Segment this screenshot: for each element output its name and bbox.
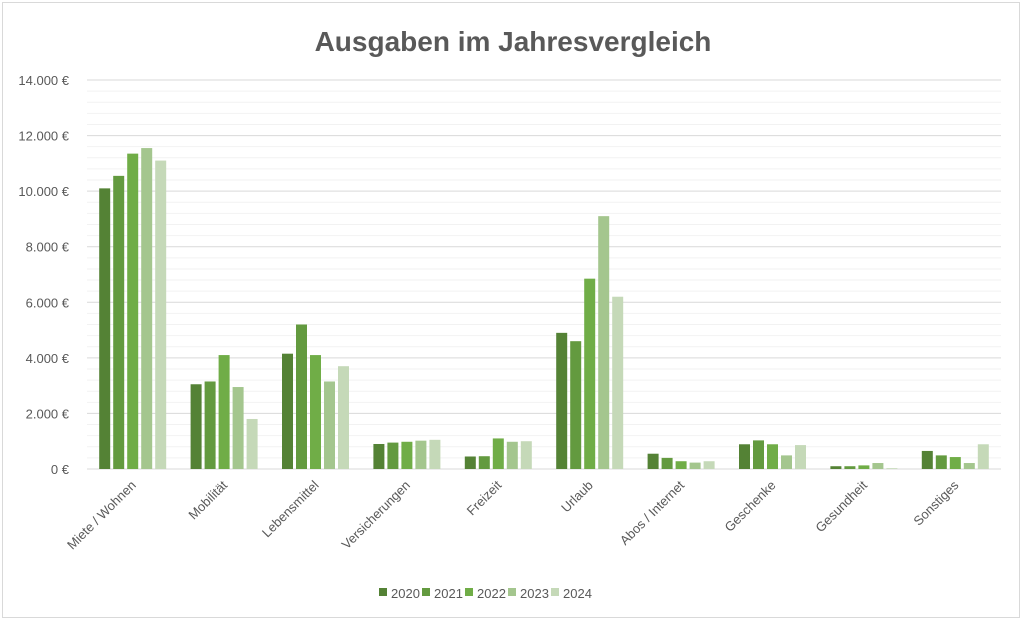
bar-2024 <box>795 445 806 469</box>
bar-2020 <box>830 466 842 469</box>
bar-2020 <box>373 443 385 469</box>
bar-2023 <box>598 216 610 469</box>
bar-2021 <box>296 324 307 469</box>
bar-2024 <box>703 461 715 469</box>
bar-2021 <box>570 341 582 469</box>
x-tick-label: Lebensmittel <box>259 477 322 540</box>
bar-2022 <box>401 441 413 469</box>
legend-swatch-2022 <box>465 588 473 596</box>
legend-label: 2020 <box>391 586 420 601</box>
bar-2021 <box>387 442 399 469</box>
bar-2020 <box>464 456 476 469</box>
bar-2021 <box>478 456 490 469</box>
legend-label: 2023 <box>520 586 549 601</box>
x-tick-label: Gesundheit <box>812 477 870 535</box>
legend-label: 2022 <box>477 586 506 601</box>
x-tick-label: Freizeit <box>464 477 505 518</box>
bar-2021 <box>753 440 764 469</box>
bar-2022 <box>858 465 870 469</box>
legend-swatch-2020 <box>379 588 387 596</box>
y-tick-label: 4.000 € <box>26 351 70 366</box>
bar-2024 <box>886 468 898 469</box>
bar-2024 <box>429 439 441 469</box>
x-tick-label: Abos / Internet <box>617 477 688 548</box>
bar-2021 <box>661 457 673 469</box>
bar-2022 <box>767 444 778 469</box>
y-tick-label: 8.000 € <box>26 240 70 255</box>
bar-2022 <box>584 278 596 469</box>
legend-swatch-2023 <box>508 588 516 596</box>
bar-2023 <box>415 440 427 469</box>
bar-2024 <box>520 441 532 469</box>
bar-2020 <box>739 444 750 469</box>
bar-2020 <box>99 188 111 469</box>
bar-2023 <box>141 148 153 469</box>
bar-2023 <box>232 387 244 469</box>
bar-2022 <box>127 153 139 469</box>
bar-2024 <box>246 418 258 469</box>
legend-swatch-2024 <box>551 588 559 596</box>
x-tick-label: Urlaub <box>558 478 596 516</box>
bar-2023 <box>781 455 792 469</box>
bar-2021 <box>935 455 947 469</box>
bar-2020 <box>921 450 933 469</box>
x-tick-label: Versicherungen <box>339 478 413 552</box>
legend-label: 2021 <box>434 586 463 601</box>
bar-2021 <box>113 175 125 469</box>
x-tick-label: Mobilität <box>185 477 230 522</box>
y-tick-label: 0 € <box>51 462 70 477</box>
bar-2024 <box>977 444 989 469</box>
bar-2020 <box>556 332 568 469</box>
bar-2023 <box>324 381 335 469</box>
y-tick-label: 10.000 € <box>18 184 69 199</box>
bar-2022 <box>492 438 504 469</box>
y-tick-label: 6.000 € <box>26 295 70 310</box>
bar-2022 <box>310 355 321 469</box>
bar-2023 <box>689 462 701 469</box>
bar-2023 <box>506 441 518 469</box>
bar-chart: Ausgaben im Jahresvergleich 0 € 2.000 € 4.… <box>18 26 1001 601</box>
chart-title: Ausgaben im Jahresvergleich <box>315 26 712 57</box>
bar-2022 <box>675 461 687 469</box>
bar-2024 <box>338 366 349 469</box>
x-tick-label: Geschenke <box>722 478 779 535</box>
bar-2024 <box>155 160 167 470</box>
y-tick-label: 14.000 € <box>18 73 69 88</box>
x-tick-label: Miete / Wohnen <box>64 478 139 553</box>
bar-2023 <box>963 463 975 469</box>
y-tick-label: 2.000 € <box>26 406 70 421</box>
legend-label: 2024 <box>563 586 592 601</box>
y-tick-label: 12.000 € <box>18 129 69 144</box>
bar-2020 <box>190 384 202 469</box>
bar-2022 <box>218 355 230 469</box>
bar-2022 <box>949 457 961 469</box>
bar-2024 <box>612 296 624 469</box>
bar-2020 <box>647 453 659 469</box>
bar-2021 <box>844 466 856 469</box>
bar-2021 <box>204 381 216 469</box>
x-tick-label: Sonstiges <box>910 477 961 528</box>
bar-2020 <box>282 353 293 469</box>
legend-swatch-2021 <box>422 588 430 596</box>
bar-2023 <box>872 463 884 469</box>
